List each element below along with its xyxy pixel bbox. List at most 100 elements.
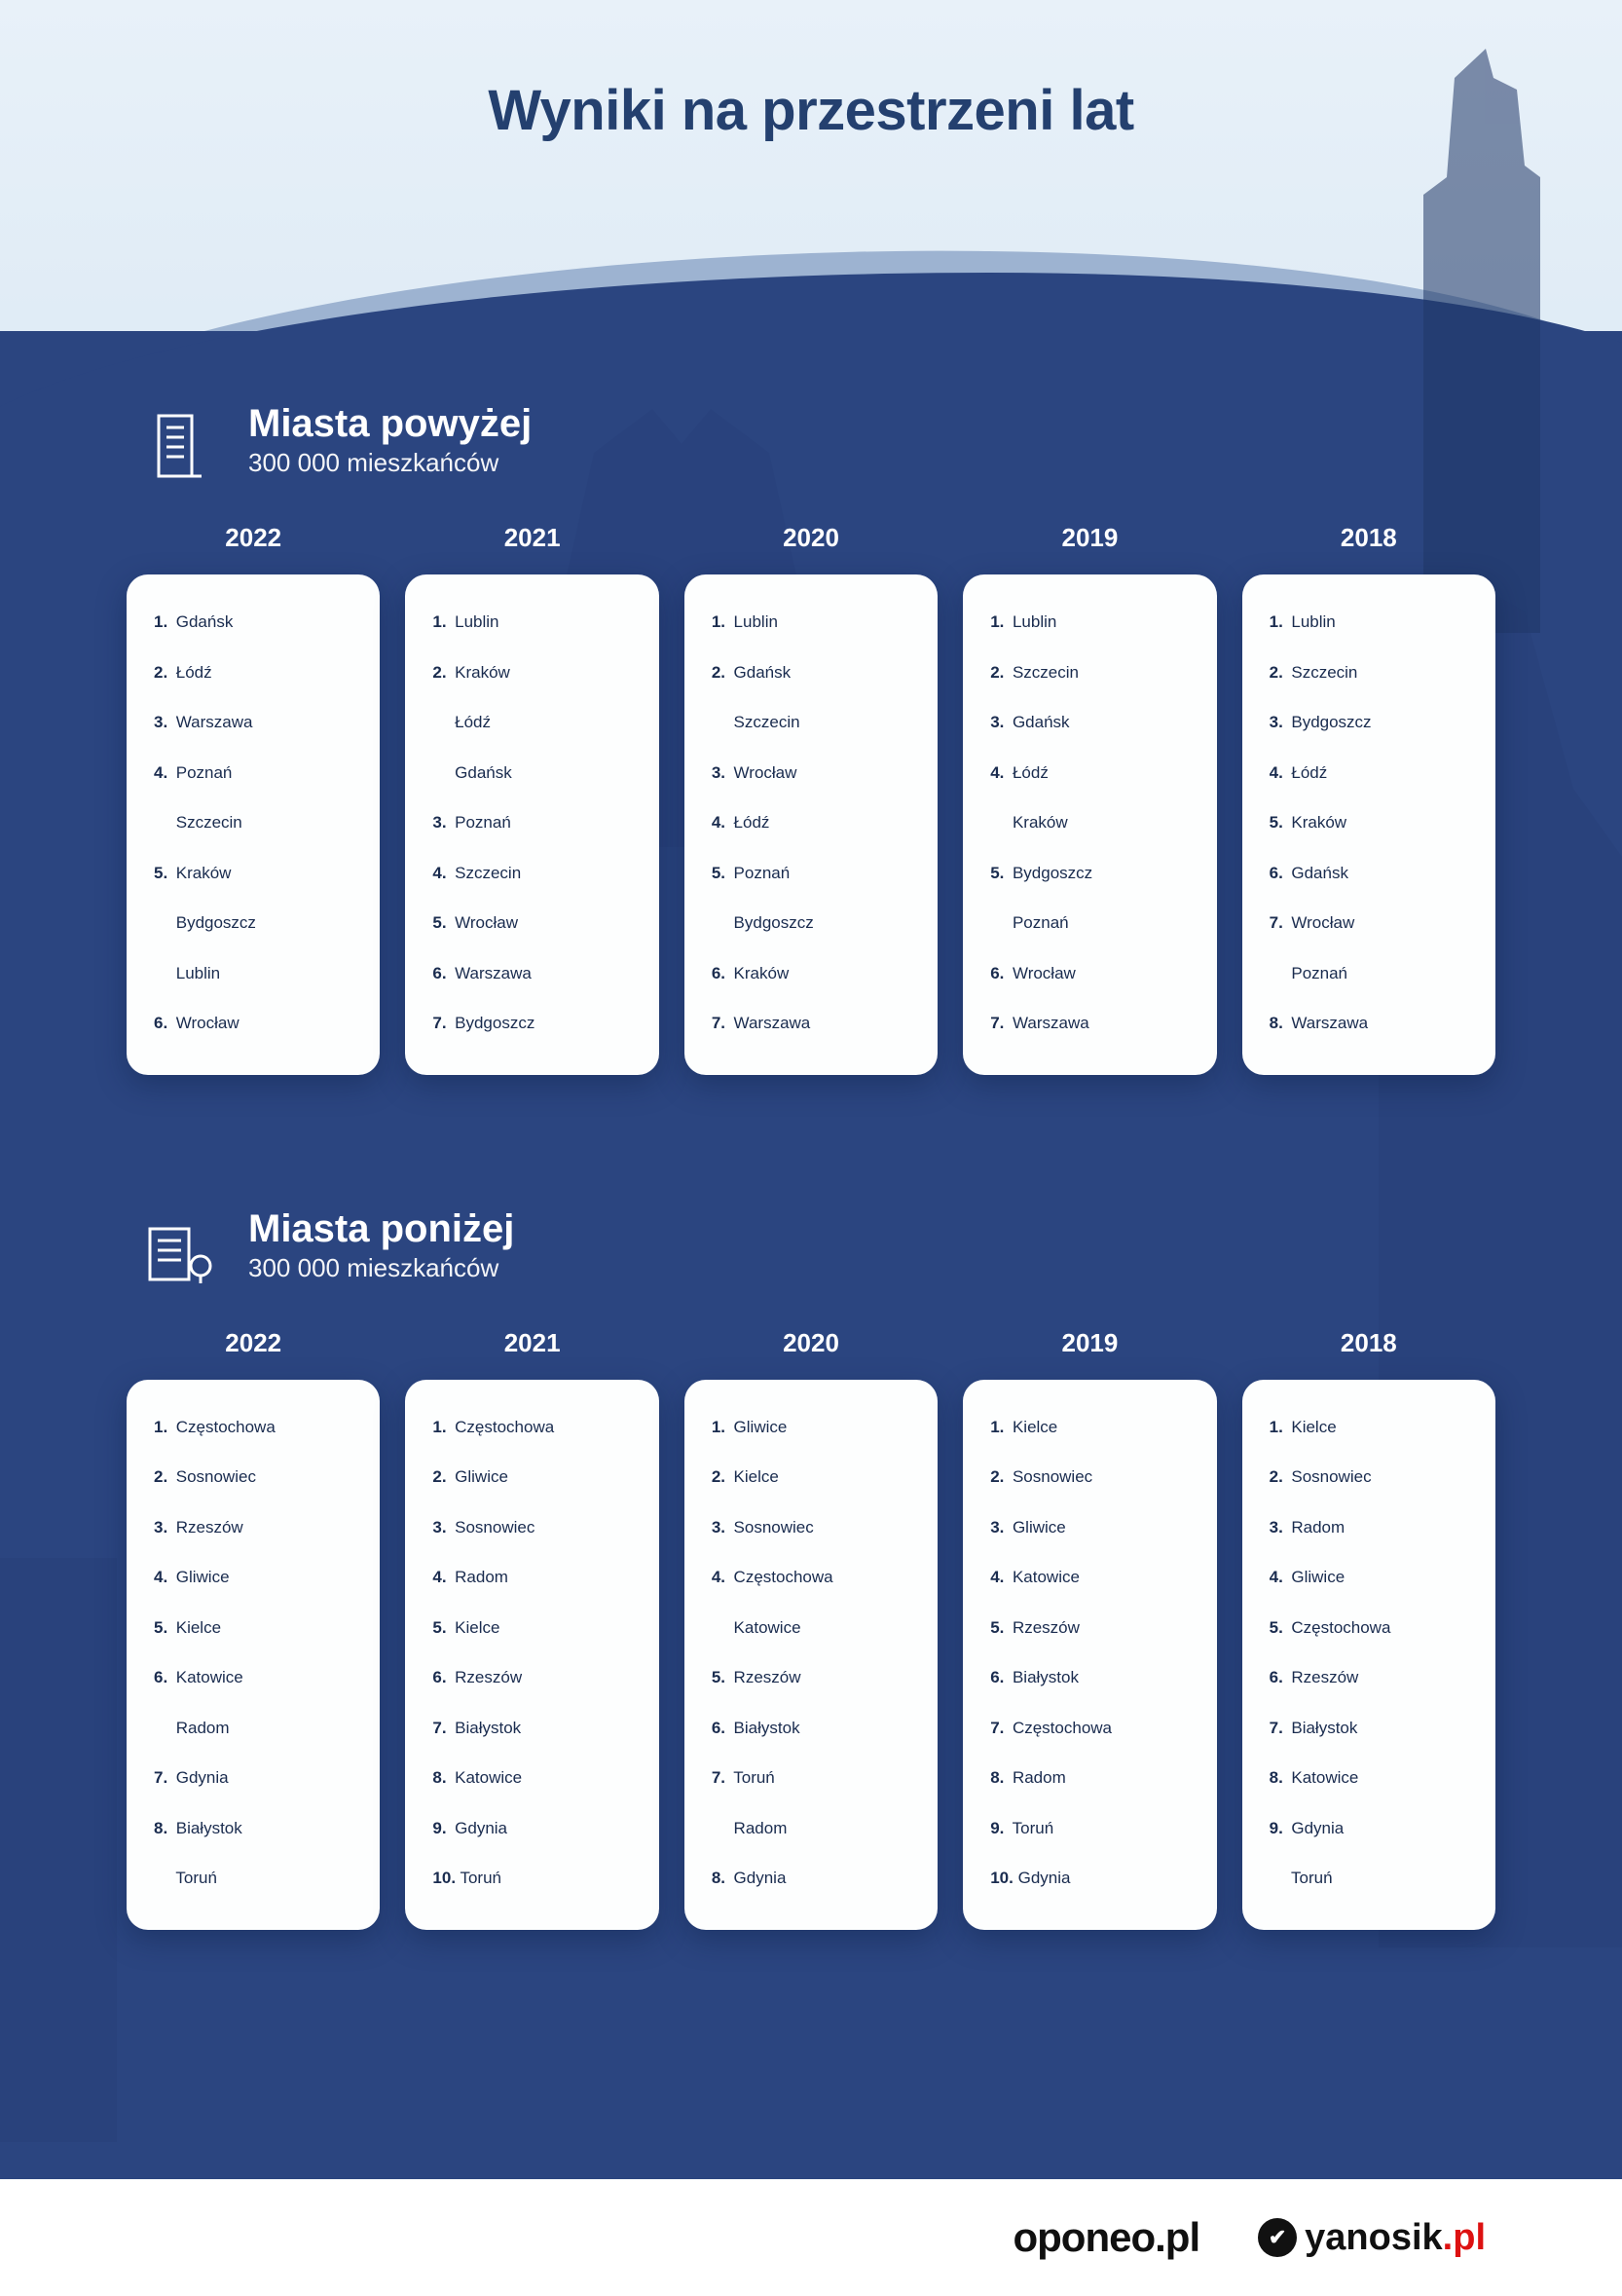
ranking-row: 0. Lublin [154,955,352,992]
section-header: Miasta poniżej 300 000 mieszkańców [136,1202,1495,1289]
content-wrapper: Wyniki na przestrzeni lat Miasta powyżej… [0,0,1622,1930]
rank-number: 2. [154,1464,171,1490]
year-label: 2021 [405,1328,658,1358]
ranking-card: 1. Gdańsk2. Łódź3. Warszawa4. Poznań0. S… [127,574,380,1075]
city-name: Wrocław [1013,964,1076,982]
rank-number: 2. [1270,660,1287,685]
logo-yanosik-text: yanosik [1305,2217,1443,2258]
year-label: 2019 [963,523,1216,553]
ranking-row: 0. Kraków [990,804,1189,841]
city-name: Kraków [734,964,790,982]
rank-number: 9. [432,1816,450,1841]
rank-number: 1. [432,610,450,635]
city-name: Sosnowiec [1013,1467,1092,1486]
rank-number: 10. [432,1866,456,1891]
city-name: Łódź [1013,763,1049,782]
city-name: Rzeszów [734,1668,801,1686]
ranking-row: 4. Szczecin [432,855,631,892]
city-name: Bydgoszcz [455,1014,535,1032]
city-name: Toruń [733,1768,775,1787]
city-name: Bydgoszcz [1013,864,1092,882]
city-name: Sosnowiec [734,1518,814,1537]
city-name: Szczecin [455,864,521,882]
city-name: Warszawa [455,964,532,982]
rank-number: 9. [990,1816,1008,1841]
city-name: Bydgoszcz [176,913,256,932]
ranking-row: 0. Bydgoszcz [712,905,910,942]
ranking-row: 6. Wrocław [154,1005,352,1042]
rank-number: 7. [990,1011,1008,1036]
ranking-row: 3. Poznań [432,804,631,841]
rank-number: 6. [1270,861,1287,886]
city-name: Białystok [176,1819,242,1837]
rank-number: 7. [712,1765,729,1791]
city-name: Lublin [455,612,498,631]
city-name: Katowice [734,1618,801,1637]
rank-number: 7. [1270,1716,1287,1741]
section-header: Miasta powyżej 300 000 mieszkańców [136,396,1495,484]
ranking-row: 8. Radom [990,1759,1189,1796]
rank-number: 3. [990,1515,1008,1540]
year-column: 20201. Lublin2. Gdańsk0. Szczecin3. Wroc… [684,523,938,1075]
ranking-row: 10. Toruń [432,1860,631,1897]
city-name: Białystok [1013,1668,1079,1686]
rank-number: 4. [432,861,450,886]
city-name: Kielce [455,1618,499,1637]
rank-number: 6. [154,1665,171,1690]
year-label: 2020 [684,1328,938,1358]
ranking-row: 1. Częstochowa [154,1409,352,1446]
year-label: 2020 [684,523,938,553]
rank-number: 2. [712,1464,729,1490]
ranking-row: 0. Gdańsk [432,755,631,792]
ranking-row: 7. Toruń [712,1759,910,1796]
rank-number: 8. [712,1866,729,1891]
city-name: Bydgoszcz [734,913,814,932]
rank-number: 6. [990,961,1008,986]
rank-number: 6. [712,961,729,986]
city-name: Łódź [734,813,770,832]
city-name: Częstochowa [734,1568,833,1586]
city-name: Częstochowa [1013,1719,1112,1737]
city-name: Katowice [1291,1768,1358,1787]
ranking-card: 1. Częstochowa2. Gliwice3. Sosnowiec4. R… [405,1380,658,1930]
city-name: Kraków [1291,813,1346,832]
city-name: Gdynia [455,1819,507,1837]
year-column: 20221. Częstochowa2. Sosnowiec3. Rzeszów… [127,1328,380,1930]
rank-number: 4. [432,1565,450,1590]
city-name: Częstochowa [455,1418,554,1436]
ranking-row: 8. Białystok [154,1810,352,1847]
rank-number: 4. [990,1565,1008,1590]
ranking-row: 6. Gdańsk [1270,855,1468,892]
footer: oponeo.pl ✔ yanosik.pl [0,2179,1622,2296]
rank-number: 1. [712,1415,729,1440]
rank-number: 3. [432,1515,450,1540]
ranking-row: 0. Katowice [712,1610,910,1647]
ranking-row: 0. Szczecin [712,704,910,741]
rank-number: 4. [1270,1565,1287,1590]
ranking-row: 7. Warszawa [712,1005,910,1042]
rank-number: 7. [712,1011,729,1036]
rank-number: 1. [990,610,1008,635]
city-name: Radom [1291,1518,1345,1537]
ranking-card: 1. Kielce2. Sosnowiec3. Gliwice4. Katowi… [963,1380,1216,1930]
ranking-row: 1. Kielce [990,1409,1189,1446]
year-column: 20201. Gliwice2. Kielce3. Sosnowiec4. Cz… [684,1328,938,1930]
ranking-row: 0. Radom [154,1710,352,1747]
rank-number: 6. [712,1716,729,1741]
city-name: Warszawa [176,713,253,731]
ranking-card: 1. Częstochowa2. Sosnowiec3. Rzeszów4. G… [127,1380,380,1930]
year-column: 20191. Lublin2. Szczecin3. Gdańsk4. Łódź… [963,523,1216,1075]
ranking-row: 4. Radom [432,1559,631,1596]
year-label: 2022 [127,523,380,553]
ranking-row: 3. Sosnowiec [712,1509,910,1546]
city-name: Sosnowiec [1291,1467,1371,1486]
rank-number: 4. [712,810,729,835]
rank-number: 1. [712,610,729,635]
rank-number: 3. [1270,1515,1287,1540]
city-name: Szczecin [1291,663,1357,682]
city-name: Warszawa [1291,1014,1368,1032]
ranking-row: 5. Bydgoszcz [990,855,1189,892]
rank-number: 2. [712,660,729,685]
ranking-row: 8. Gdynia [712,1860,910,1897]
ranking-row: 6. Rzeszów [1270,1659,1468,1696]
